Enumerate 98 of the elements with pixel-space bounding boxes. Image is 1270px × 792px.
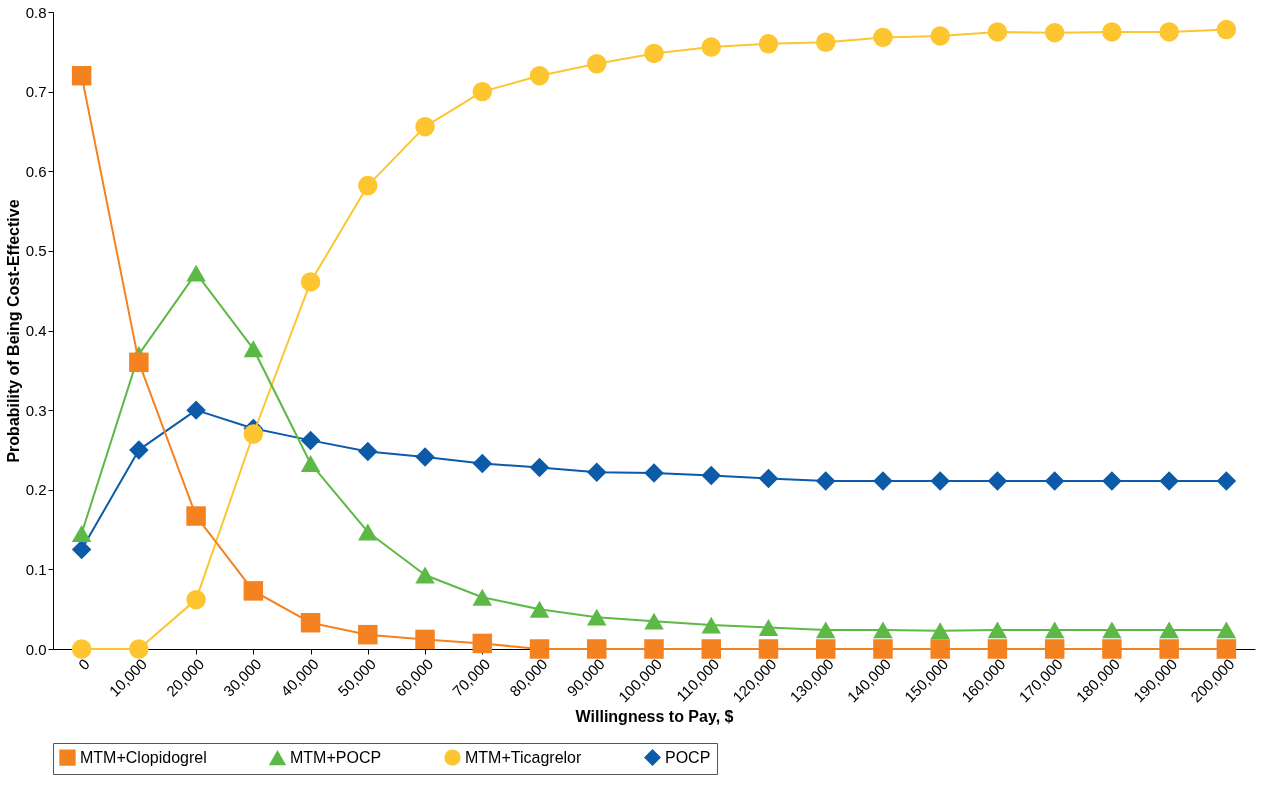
- point: [472, 588, 493, 606]
- point: [243, 581, 264, 601]
- point: [300, 455, 321, 472]
- point: [472, 633, 493, 654]
- point: [358, 175, 378, 196]
- point: [758, 468, 779, 489]
- point: [415, 629, 435, 650]
- point: [529, 65, 550, 86]
- point: [930, 26, 950, 46]
- point: [415, 116, 435, 137]
- point: [815, 471, 836, 491]
- point: [1102, 22, 1122, 42]
- point: [129, 440, 149, 460]
- point: [873, 621, 893, 639]
- point: [987, 22, 1008, 42]
- point: [1216, 639, 1237, 659]
- point: [358, 441, 378, 462]
- point: [701, 639, 721, 659]
- x-axis-title: Willingness to Pay, $: [575, 708, 734, 726]
- point: [186, 506, 206, 526]
- point: [758, 619, 779, 636]
- point: [587, 54, 607, 74]
- point: [472, 453, 493, 474]
- point: [186, 264, 206, 282]
- point: [1159, 22, 1179, 42]
- point: [758, 34, 779, 54]
- point: [930, 622, 950, 640]
- point: [701, 37, 721, 57]
- y-tick-label: 0.0: [25, 640, 47, 658]
- point: [930, 471, 950, 491]
- y-tick-label: 0.3: [25, 401, 47, 419]
- point: [300, 272, 321, 292]
- point: [1216, 471, 1237, 491]
- point: [529, 457, 550, 478]
- point: [815, 639, 836, 659]
- point: [529, 600, 550, 618]
- point: [1159, 471, 1179, 491]
- point: [1102, 621, 1122, 639]
- point: [71, 65, 92, 86]
- point: [644, 612, 664, 630]
- point: [587, 608, 607, 626]
- point: [300, 430, 321, 451]
- point: [186, 589, 206, 610]
- point: [71, 639, 92, 659]
- point: [1044, 22, 1065, 43]
- point: [529, 639, 550, 659]
- point: [129, 352, 149, 373]
- point: [1216, 621, 1237, 639]
- y-tick-label: 0.7: [25, 83, 47, 101]
- point: [815, 621, 836, 639]
- point: [701, 616, 721, 634]
- point: [1102, 471, 1122, 491]
- point: [987, 639, 1008, 659]
- point: [472, 81, 493, 102]
- point: [873, 471, 893, 491]
- x-tick-label: 0: [74, 655, 93, 674]
- y-tick-label: 0.1: [25, 560, 47, 578]
- point: [300, 612, 321, 633]
- point: [1216, 19, 1237, 40]
- point: [873, 639, 893, 659]
- legend-label: MTM+Ticagrelor: [465, 748, 582, 766]
- point: [1044, 471, 1065, 491]
- point: [186, 400, 206, 420]
- legend-label: POCP: [665, 748, 711, 766]
- y-tick-label: 0.6: [25, 162, 47, 180]
- point: [701, 465, 721, 486]
- point: [644, 639, 664, 659]
- legend-label: MTM+Clopidogrel: [80, 748, 207, 766]
- point: [587, 462, 607, 482]
- point: [930, 639, 950, 659]
- point: [358, 523, 378, 541]
- point: [243, 340, 264, 358]
- point: [587, 639, 607, 659]
- point: [415, 447, 435, 467]
- point: [873, 27, 893, 48]
- point: [1044, 639, 1065, 659]
- y-tick-label: 0.2: [25, 481, 47, 499]
- point: [1044, 621, 1065, 639]
- y-tick-label: 0.5: [25, 242, 47, 260]
- point: [129, 639, 149, 659]
- point: [987, 471, 1008, 491]
- point: [243, 424, 264, 444]
- legend-label: MTM+POCP: [290, 749, 382, 767]
- y-axis-title: Probability of Being Cost-Effective: [4, 199, 22, 463]
- point: [71, 539, 92, 560]
- point: [358, 624, 378, 645]
- point: [71, 525, 92, 542]
- point: [758, 639, 779, 659]
- point: [1102, 639, 1122, 659]
- y-tick-label: 0.4: [25, 322, 47, 339]
- point: [415, 566, 435, 584]
- point: [1159, 639, 1179, 659]
- y-tick-label: 0.8: [25, 3, 47, 21]
- point: [815, 32, 836, 52]
- point: [644, 463, 664, 483]
- point: [644, 43, 664, 64]
- point: [987, 621, 1008, 639]
- point: [1159, 621, 1179, 639]
